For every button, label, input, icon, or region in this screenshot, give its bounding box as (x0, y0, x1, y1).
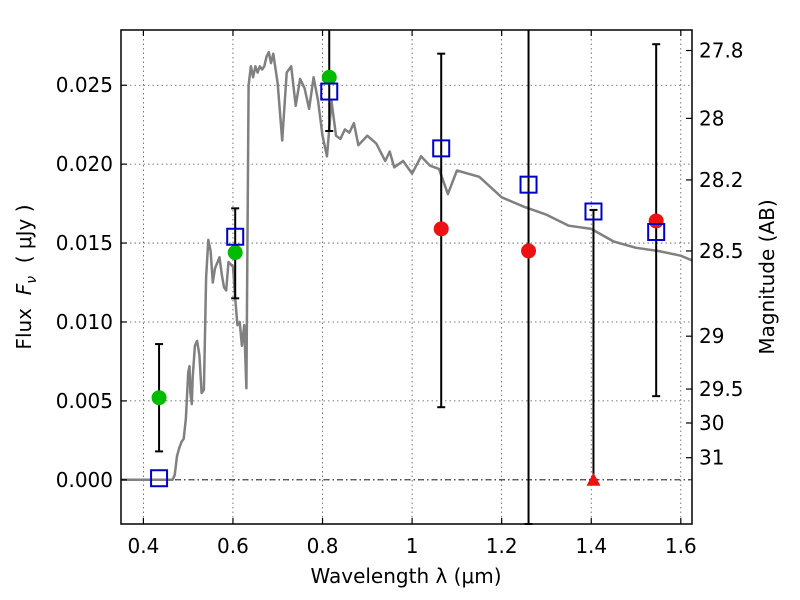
red-data-point (648, 213, 664, 229)
magnitude-tick-label: 28.2 (699, 168, 744, 192)
y-tick-label: 0.015 (56, 231, 113, 255)
y-axis-label-subscript: ν (24, 276, 40, 284)
model-square-marker (320, 82, 339, 101)
y-axis-label-prefix: Flux (12, 295, 36, 349)
y-tick-labels: 0.000 0.005 0.010 0.015 0.020 0.025 (56, 73, 113, 492)
model-square-marker (584, 202, 603, 221)
magnitude-tick-label: 31 (699, 446, 724, 470)
x-tick-labels: 0.4 0.6 0.8 1 1.2 1.4 1.6 (127, 534, 696, 558)
red-data-point (521, 243, 537, 259)
model-square-marker (519, 175, 538, 194)
y-tick-label: 0.010 (56, 310, 113, 334)
model-square-marker (432, 139, 451, 158)
y-tick-label: 0.025 (56, 73, 113, 97)
x-tick-label: 1.6 (665, 534, 697, 558)
y-tick-label: 0.005 (56, 389, 113, 413)
model-flux-squares (150, 82, 666, 488)
red-triangle-point (586, 472, 601, 486)
y-tick-label: 0.000 (56, 468, 113, 492)
x-tick-label: 0.8 (307, 534, 339, 558)
magnitude-tick-label: 29 (699, 324, 724, 348)
model-square-marker (226, 227, 245, 246)
x-tick-label: 0.4 (127, 534, 159, 558)
magnitude-tick-label: 30 (699, 411, 724, 435)
x-tick-label: 0.6 (217, 534, 249, 558)
red-error-bar (524, 30, 533, 525)
plot-frame (120, 29, 693, 525)
magnitude-tick-label: 29.5 (699, 377, 744, 401)
green-data-point (321, 69, 337, 85)
y-axis-label-symbol: F (12, 283, 36, 295)
x-tick-label: 1.4 (575, 534, 607, 558)
sed-model-curve (121, 50, 693, 482)
x-axis-label: Wavelength λ (μm) (310, 564, 501, 588)
y-axis-label: Flux Fν ( μJy ) (12, 204, 40, 349)
magnitude-axis-label: Magnitude (AB) (755, 199, 779, 354)
axis-ticks (121, 30, 692, 524)
magnitude-tick-label: 27.8 (699, 39, 744, 63)
red-data-point (433, 221, 449, 237)
green-data-point (151, 390, 167, 406)
green-data-point (227, 245, 243, 261)
error-bars (155, 30, 661, 525)
magnitude-tick-label: 28 (699, 106, 724, 130)
y-axis-label-suffix: ( μJy ) (12, 204, 36, 276)
model-square-marker (647, 223, 666, 242)
upper-limit-error-bar (589, 208, 598, 481)
magnitude-tick-labels: 27.8 28 28.2 28.5 29 29.5 30 31 (699, 39, 744, 470)
x-tick-label: 1.2 (486, 534, 518, 558)
photometry-points (151, 69, 664, 486)
x-tick-label: 1 (406, 534, 419, 558)
model-square-marker (150, 469, 169, 488)
magnitude-tick-label: 28.5 (699, 239, 744, 263)
y-tick-label: 0.020 (56, 152, 113, 176)
